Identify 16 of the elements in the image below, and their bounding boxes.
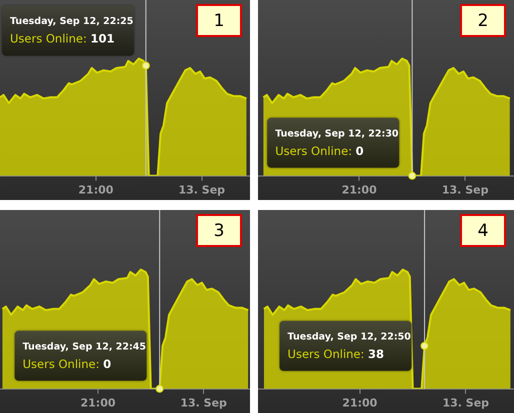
annotation: Tuesday, Sep 12, 22:25 Users Online: 101 — [10, 16, 134, 46]
x-tick-label: 21:00 — [342, 396, 378, 410]
x-tick-label: 13. Sep — [178, 183, 226, 196]
annotation: Tuesday, Sep 12, 22:45 Users Online: 0 — [22, 341, 146, 371]
x-tick-label: 21:00 — [80, 396, 116, 410]
x-tick-label: 13. Sep — [442, 183, 489, 196]
chart-title: 1 — [196, 4, 242, 37]
x-tick-label: 21:00 — [342, 183, 378, 196]
chart-title: 4 — [460, 214, 506, 247]
chart-title: 2 — [460, 4, 506, 37]
chart-title: 3 — [196, 214, 242, 247]
x-tick-label: 21:00 — [78, 183, 114, 196]
annotation: Tuesday, Sep 12, 22:30 Users Online: 0 — [275, 128, 399, 158]
x-tick-label: 13. Sep — [442, 396, 490, 410]
annotation: Tuesday, Sep 12, 22:50 Users Online: 38 — [288, 331, 412, 361]
x-tick-label: 13. Sep — [180, 396, 228, 410]
